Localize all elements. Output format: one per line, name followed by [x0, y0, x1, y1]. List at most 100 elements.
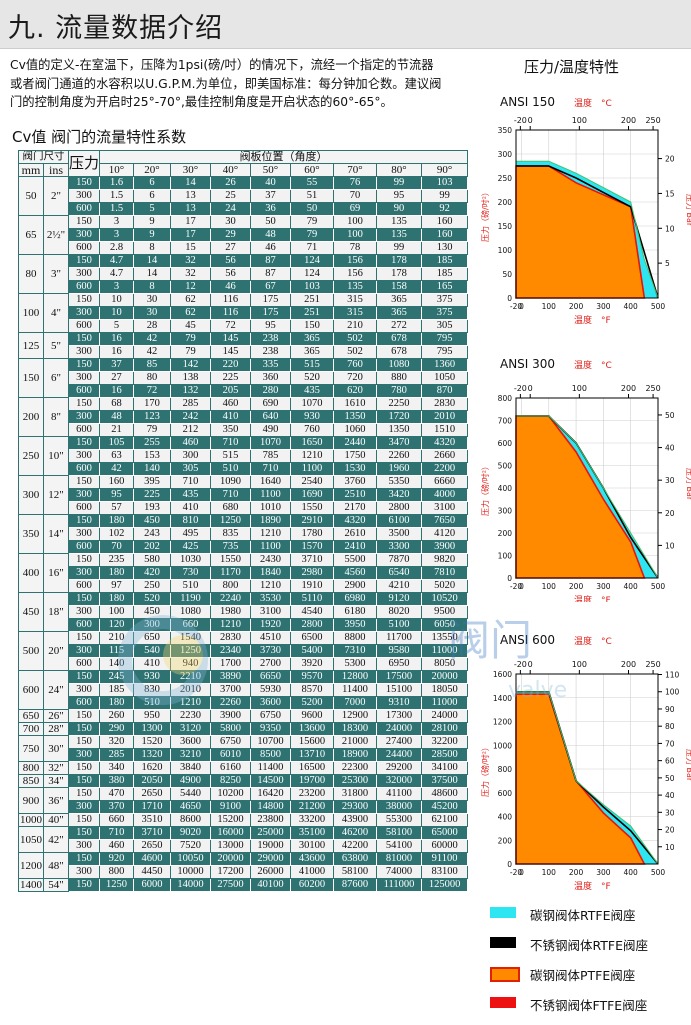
chart-title: ANSI 150	[500, 95, 555, 109]
cv-value-cell: 180	[99, 592, 134, 606]
cv-value-cell: 3900	[420, 540, 469, 554]
cv-value-cell: 15	[170, 241, 211, 255]
cv-value-cell: 710	[170, 475, 211, 489]
cv-value-cell: 160	[99, 475, 134, 489]
cv-value-cell: 1190	[170, 592, 211, 606]
cv-value-cell: 9580	[376, 644, 422, 658]
cv-value-cell: 138	[170, 371, 211, 385]
fahrenheit-tick-label: 400	[624, 582, 639, 591]
cv-value-cell: 1920	[250, 618, 291, 632]
cv-value-cell: 13550	[420, 631, 469, 645]
pressure-class-cell: 150	[68, 553, 100, 567]
angle-col: 80°	[376, 163, 422, 177]
cv-value-cell: 2830	[420, 397, 469, 411]
cv-value-cell: 12800	[333, 670, 377, 684]
cv-value-cell: 21	[99, 423, 134, 437]
cv-value-cell: 7000	[333, 696, 377, 710]
cv-value-cell: 10200	[210, 787, 251, 801]
cv-value-cell: 1780	[290, 527, 334, 541]
celsius-tick-label: -20	[514, 660, 527, 669]
pressure-class-cell: 150	[68, 631, 100, 645]
pressure-class-cell: 150	[68, 709, 100, 723]
pressure-class-cell: 150	[68, 254, 100, 268]
psi-axis-label: 压力（磅/吋²）	[480, 188, 490, 242]
pt-chart-ansi300: ANSI 300 温度 °C-20 0 100 200 25001002003004005…	[480, 357, 691, 602]
cv-value-cell: 1840	[250, 566, 291, 580]
cv-value-cell: 1890	[250, 514, 291, 528]
cv-value-cell: 1510	[420, 423, 469, 437]
pressure-class-cell: 600	[68, 384, 100, 398]
cv-value-cell: 16500	[290, 761, 334, 775]
cv-value-cell: 3500	[376, 527, 422, 541]
fahrenheit-tick-label: 0	[519, 582, 524, 591]
cv-value-cell: 41000	[290, 865, 334, 879]
cv-value-cell: 37	[250, 189, 291, 203]
cv-value-cell: 16	[99, 332, 134, 346]
cv-value-cell: 1010	[250, 501, 291, 515]
size-mm-cell: 125	[18, 332, 44, 359]
cv-table-title: Cv值 阀门的流量特性系数	[12, 128, 187, 146]
cv-value-cell: 870	[420, 384, 469, 398]
cv-value-cell: 135	[333, 280, 377, 294]
cv-value-cell: 690	[250, 397, 291, 411]
cv-value-cell: 116	[210, 293, 251, 307]
table-row: 600 120 300 660 1210 1920 2800 3950 5100 6050	[19, 618, 469, 632]
pressure-class-cell: 600	[68, 696, 100, 710]
table-row: 450 18" 150 180 520 1190 2240 3530 5110 6980 9120 1…	[18, 592, 469, 632]
cv-value-cell: 5930	[250, 683, 291, 697]
size-ins-cell: 18"	[43, 592, 69, 632]
cv-value-cell: 180	[99, 566, 134, 580]
cv-value-cell: 238	[250, 332, 291, 346]
cv-value-cell: 1210	[250, 527, 291, 541]
cv-value-cell: 2440	[333, 436, 377, 450]
cv-value-cell: 37500	[420, 774, 469, 788]
angle-col: 20°	[133, 163, 171, 177]
cv-value-cell: 4560	[333, 566, 377, 580]
cv-value-cell: 35100	[290, 826, 334, 840]
celsius-tick-label: 250	[645, 116, 660, 125]
pressure-class-cell: 150	[68, 514, 100, 528]
cv-value-cell: 153	[133, 449, 171, 463]
pressure-class-cell: 150	[68, 735, 100, 749]
cv-value-cell: 470	[99, 787, 134, 801]
size-mm-cell: 400	[18, 553, 44, 593]
size-mm-cell: 1400	[18, 878, 44, 892]
intro-line: 门的控制角度为开启时25°-70°,最佳控制角度是开启状态的60°-65°。	[10, 95, 393, 109]
table-row: 500 20" 150 210 650 1540 2830 4510 6500 8800 11700…	[18, 631, 469, 671]
cv-value-cell: 2010	[420, 410, 469, 424]
size-ins-cell: 24"	[43, 670, 69, 710]
cv-value-cell: 74000	[376, 865, 422, 879]
cv-value-cell: 65000	[420, 826, 469, 840]
cv-value-cell: 13000	[210, 839, 251, 853]
cv-value-cell: 178	[376, 267, 422, 281]
cv-value-cell: 2650	[133, 787, 171, 801]
cv-value-cell: 46200	[333, 826, 377, 840]
table-row: 800 32" 150 340 1620 3840 6160 11400 16500 22300 2…	[18, 761, 469, 775]
cv-value-cell: 1060	[333, 423, 377, 437]
cv-value-cell: 1720	[376, 410, 422, 424]
cv-value-cell: 95	[250, 319, 291, 333]
cv-value-cell: 13710	[290, 748, 334, 762]
cv-value-cell: 180	[99, 696, 134, 710]
cv-value-cell: 9100	[210, 800, 251, 814]
cv-value-cell: 2830	[210, 631, 251, 645]
table-row: 50 2" 150 1.6 6 14 26 40 55 76 99 103	[18, 176, 469, 216]
cv-value-cell: 305	[170, 462, 211, 476]
angle-col: 30°	[170, 163, 211, 177]
pressure-class-cell: 300	[68, 189, 100, 203]
celsius-tick-label: 250	[645, 660, 660, 669]
cv-value-cell: 25300	[333, 774, 377, 788]
cv-value-cell: 3710	[290, 553, 334, 567]
bar-axis-label: 压力 Bar	[685, 468, 691, 501]
cv-value-cell: 6000	[133, 878, 171, 892]
cv-value-cell: 27	[210, 241, 251, 255]
cv-value-cell: 2650	[133, 839, 171, 853]
cv-value-cell: 72	[133, 384, 171, 398]
cv-value-cell: 3510	[133, 813, 171, 827]
cv-value-cell: 450	[133, 514, 171, 528]
cv-value-cell: 18300	[333, 722, 377, 736]
table-row: 300 370 1710 4650 9100 14800 21200 29300 38000 45…	[19, 800, 469, 814]
cv-value-cell: 290	[99, 722, 134, 736]
cv-value-cell: 2260	[376, 449, 422, 463]
cv-value-cell: 175	[250, 306, 291, 320]
